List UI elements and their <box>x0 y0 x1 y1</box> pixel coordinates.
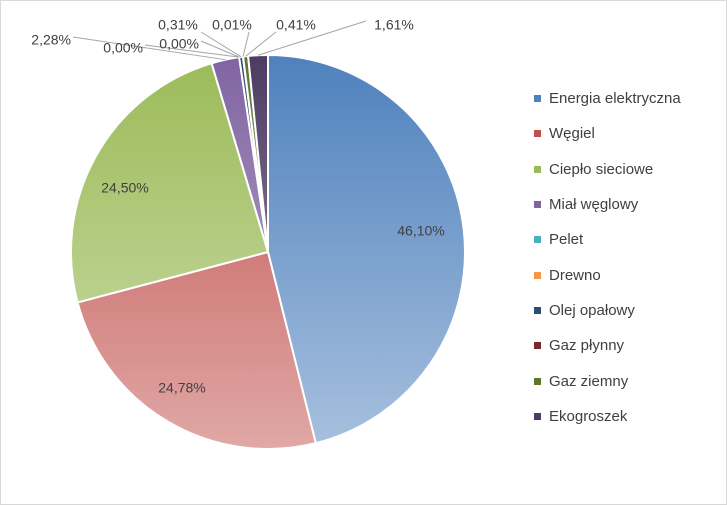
legend-item-energia-elektryczna: Energia elektryczna <box>534 81 714 116</box>
pie-slices <box>70 53 466 450</box>
legend-swatch-drewno <box>534 271 541 279</box>
data-label-drewno: 0,00% <box>159 36 199 52</box>
data-label-mial-weglowy: 2,28% <box>31 32 71 48</box>
legend-label-mial-weglowy: Miał węglowy <box>549 196 639 214</box>
pie-slice-cieplo-sieciowe <box>70 61 270 304</box>
legend-swatch-pelet <box>534 236 541 244</box>
legend-label-cieplo-sieciowe: Ciepło sieciowe <box>549 160 654 178</box>
data-label-gaz-plynny: 0,01% <box>212 17 252 33</box>
legend-swatch-mial-weglowy <box>534 201 541 209</box>
legend-swatch-gaz-plynny <box>534 342 541 350</box>
legend-swatch-gaz-ziemny <box>534 377 541 385</box>
legend-item-gaz-ziemny: Gaz ziemny <box>534 363 714 398</box>
legend-label-gaz-ziemny: Gaz ziemny <box>549 372 629 390</box>
leader-line-ekogroszek <box>257 20 367 56</box>
pie-slice-wegiel <box>76 250 318 450</box>
legend-item-drewno: Drewno <box>534 257 714 292</box>
data-label-olej-opalowy: 0,31% <box>158 17 198 33</box>
leader-line-gaz-ziemny <box>245 31 277 57</box>
leader-line-drewno <box>200 40 240 58</box>
legend-swatch-olej-opalowy <box>534 306 541 314</box>
legend-item-mial-weglowy: Miał węglowy <box>534 187 714 222</box>
legend-swatch-energia-elektryczna <box>534 95 541 103</box>
legend-item-ekogroszek: Ekogroszek <box>534 399 714 434</box>
data-label-cieplo-sieciowe: 24,50% <box>101 180 148 196</box>
legend-label-gaz-plynny: Gaz płynny <box>549 337 625 355</box>
leader-lines <box>72 20 367 61</box>
legend-item-gaz-plynny: Gaz płynny <box>534 328 714 363</box>
legend-item-cieplo-sieciowe: Ciepło sieciowe <box>534 152 714 187</box>
legend-label-energia-elektryczna: Energia elektryczna <box>549 90 681 108</box>
data-label-gaz-ziemny: 0,41% <box>276 17 316 33</box>
legend-item-pelet: Pelet <box>534 222 714 257</box>
data-label-energia-elektryczna: 46,10% <box>397 223 444 239</box>
data-label-ekogroszek: 1,61% <box>374 17 414 33</box>
legend-label-pelet: Pelet <box>549 231 584 249</box>
legend-swatch-cieplo-sieciowe <box>534 165 541 173</box>
data-label-wegiel: 24,78% <box>158 380 205 396</box>
leader-line-gaz-plynny <box>242 31 250 57</box>
legend-label-ekogroszek: Ekogroszek <box>549 407 628 425</box>
legend-swatch-wegiel <box>534 130 541 138</box>
pie-slice-energia-elektryczna <box>267 53 466 445</box>
legend-swatch-ekogroszek <box>534 412 541 420</box>
data-label-pelet: 0,00% <box>103 40 143 56</box>
legend-item-olej-opalowy: Olej opałowy <box>534 293 714 328</box>
legend-label-wegiel: Węgiel <box>549 125 595 143</box>
data-labels: 46,10% 24,78% 24,50% 2,28% 0,00% 0,00% 0,31% 0,… <box>31 17 444 396</box>
leader-line-pelet <box>144 44 240 58</box>
legend-label-olej-opalowy: Olej opałowy <box>549 301 635 319</box>
legend: Energia elektryczna Węgiel Ciepło sieciowe… <box>534 81 714 434</box>
legend-label-drewno: Drewno <box>549 266 601 284</box>
leader-line-olej-opalowy <box>200 31 242 58</box>
legend-item-wegiel: Węgiel <box>534 116 714 151</box>
leader-line-mial-weglowy <box>72 36 226 61</box>
